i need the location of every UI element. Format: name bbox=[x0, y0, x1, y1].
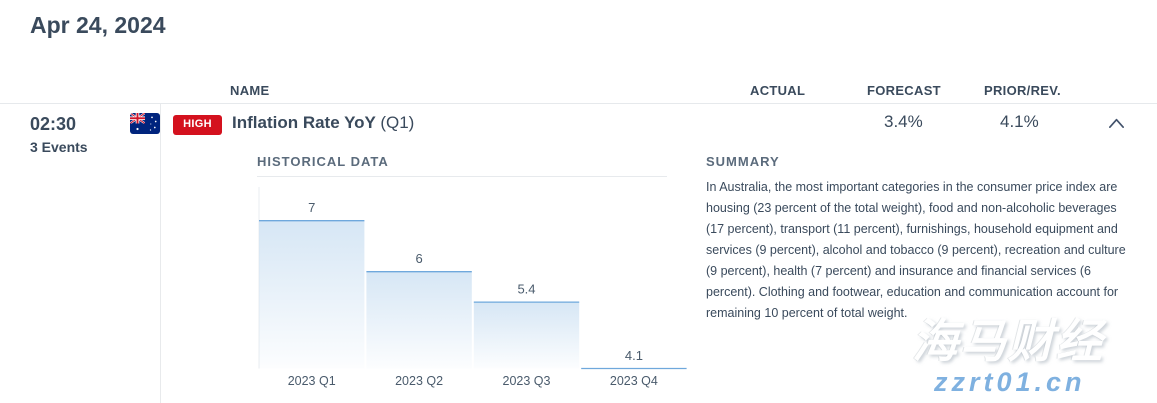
svg-text:5.4: 5.4 bbox=[517, 282, 535, 297]
svg-text:2023 Q2: 2023 Q2 bbox=[395, 374, 443, 388]
svg-text:2023 Q1: 2023 Q1 bbox=[288, 374, 336, 388]
svg-text:2023 Q3: 2023 Q3 bbox=[503, 374, 551, 388]
svg-text:2023 Q4: 2023 Q4 bbox=[610, 374, 658, 388]
svg-text:4.1: 4.1 bbox=[625, 348, 643, 363]
svg-text:7: 7 bbox=[308, 200, 315, 215]
svg-text:6: 6 bbox=[415, 251, 422, 266]
